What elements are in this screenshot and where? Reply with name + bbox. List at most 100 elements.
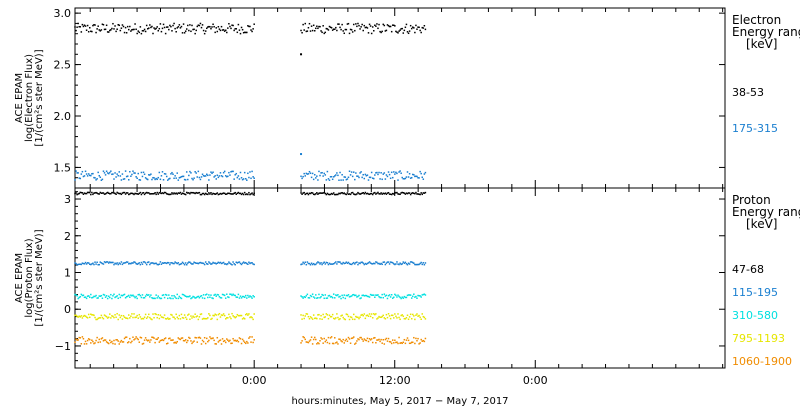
data-point — [346, 192, 349, 194]
data-point — [346, 294, 349, 297]
data-point — [419, 29, 421, 32]
data-point — [327, 263, 330, 266]
data-point — [248, 176, 250, 179]
data-point — [352, 171, 355, 173]
data-point — [375, 172, 377, 174]
electron-legend-title: Energy ranges — [732, 25, 800, 39]
data-point — [218, 175, 221, 177]
data-point — [94, 316, 96, 319]
data-point — [150, 262, 152, 264]
data-point — [119, 175, 122, 177]
data-point — [306, 261, 309, 263]
data-point — [78, 25, 80, 28]
data-point — [308, 317, 311, 320]
data-point — [422, 293, 425, 296]
data-point — [84, 25, 87, 27]
data-point — [144, 337, 147, 339]
data-point — [381, 30, 383, 33]
data-point — [370, 32, 373, 35]
data-point — [172, 173, 174, 175]
data-point — [211, 262, 213, 265]
data-point — [76, 263, 78, 266]
data-point — [217, 176, 220, 179]
data-point — [344, 193, 347, 195]
data-point — [412, 261, 414, 264]
data-point — [100, 192, 103, 194]
data-point — [348, 296, 351, 298]
proton-legend-title: Energy ranges — [732, 205, 800, 219]
data-point — [203, 317, 206, 320]
data-point — [388, 340, 391, 343]
data-point — [128, 314, 130, 316]
data-point — [165, 193, 168, 195]
data-point — [410, 192, 413, 195]
data-point — [116, 28, 118, 30]
data-point — [181, 261, 184, 264]
data-point — [95, 191, 97, 194]
data-point — [338, 179, 340, 181]
data-point — [375, 193, 377, 195]
data-point — [177, 317, 180, 320]
data-point — [150, 294, 152, 296]
data-point — [421, 26, 424, 29]
data-point — [419, 170, 421, 173]
data-point — [136, 193, 138, 195]
data-point — [218, 295, 221, 298]
data-point — [231, 193, 233, 195]
data-point — [214, 193, 216, 196]
data-point — [153, 27, 155, 29]
data-point — [139, 26, 142, 28]
data-point — [142, 171, 145, 174]
data-point — [120, 179, 123, 181]
data-point — [152, 313, 154, 315]
data-point — [188, 174, 190, 177]
data-point — [161, 27, 164, 30]
data-point — [243, 191, 246, 194]
data-point — [355, 315, 357, 318]
data-point — [173, 294, 175, 297]
data-point — [393, 296, 395, 299]
data-point — [75, 29, 77, 32]
data-point — [74, 262, 76, 264]
data-point — [91, 173, 93, 175]
data-point — [217, 294, 220, 296]
data-point — [355, 294, 357, 297]
data-point — [134, 338, 136, 340]
data-point — [94, 342, 96, 344]
data-point — [226, 317, 228, 319]
data-point — [366, 337, 369, 340]
data-point — [227, 27, 229, 29]
data-point — [85, 173, 88, 175]
data-point — [204, 30, 207, 32]
data-point — [232, 170, 234, 173]
data-point — [173, 192, 175, 194]
data-point — [253, 23, 255, 25]
data-point — [351, 294, 354, 296]
data-point — [349, 193, 352, 196]
data-point — [239, 171, 242, 174]
data-point — [329, 176, 332, 178]
data-point — [129, 317, 131, 319]
data-point — [229, 339, 231, 342]
data-point — [179, 191, 182, 194]
data-point — [362, 262, 364, 264]
data-point — [110, 317, 112, 319]
data-point — [419, 295, 421, 297]
data-point — [383, 24, 386, 27]
data-point — [376, 192, 378, 195]
data-point — [87, 295, 90, 297]
data-point — [158, 191, 161, 194]
data-point — [163, 173, 166, 175]
data-point — [169, 297, 171, 299]
data-point — [169, 193, 171, 196]
data-point — [302, 336, 304, 338]
data-point — [242, 193, 245, 196]
data-point — [391, 262, 394, 264]
data-point — [414, 318, 416, 321]
data-point — [355, 193, 357, 196]
data-point — [148, 192, 150, 194]
data-point — [344, 297, 347, 300]
data-point — [162, 339, 165, 342]
data-point — [137, 172, 139, 175]
data-point — [159, 192, 162, 194]
